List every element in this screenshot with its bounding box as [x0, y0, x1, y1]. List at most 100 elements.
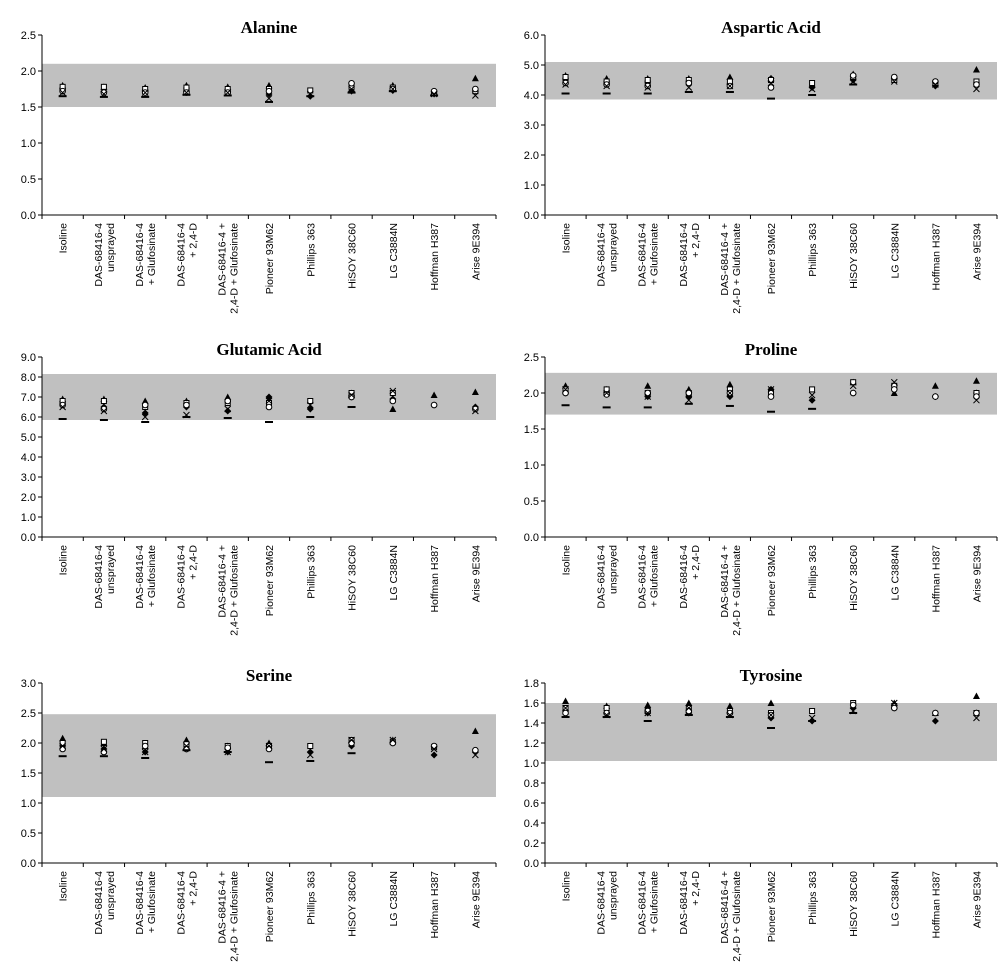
y-tick-label: 4.0: [524, 90, 539, 102]
point: [307, 87, 314, 94]
point: [932, 709, 939, 717]
x-tick-label: Isoline: [561, 545, 573, 576]
x-tick-label: Phillips 363: [305, 223, 317, 277]
point: [562, 389, 569, 397]
point: [183, 742, 190, 750]
x-tick-label: DAS-68416-4: [637, 871, 649, 935]
x-tick-label: Isoline: [58, 223, 70, 254]
x-tick-label: HiSOY 38C60: [347, 545, 359, 611]
point: [685, 699, 693, 706]
y-tick-label: 2.0: [524, 150, 539, 162]
x-tick-label: Hoffman H387: [429, 223, 441, 291]
y-tick-label: 8.0: [21, 372, 36, 384]
y-tick-label: 3.0: [21, 678, 36, 690]
point: [931, 717, 939, 725]
x-tick-label: DAS-68416-4: [678, 871, 690, 935]
x-tick-label: Phillips 363: [305, 545, 317, 599]
y-tick-label: 0.0: [21, 210, 36, 222]
x-tick-label: Hoffman H387: [930, 223, 942, 291]
x-tick-label: Phillips 363: [807, 871, 819, 925]
y-tick-label: 5.0: [21, 432, 36, 444]
x-tick-label: LG C3884N: [889, 545, 901, 600]
point: [973, 714, 980, 722]
chart-title: Serine: [246, 666, 293, 685]
point: [471, 727, 479, 734]
point: [348, 85, 355, 93]
point: [389, 739, 397, 747]
x-tick-label: + 2,4-D: [690, 223, 702, 258]
x-tick-label: + 2,4-D: [690, 545, 702, 580]
point: [644, 389, 652, 397]
y-tick-label: 0.0: [21, 532, 36, 544]
point: [767, 79, 775, 87]
x-tick-label: DAS-68416-4: [596, 223, 608, 287]
x-tick-label: DAS-68416-4: [678, 545, 690, 609]
x-tick-label: Isoline: [58, 871, 70, 902]
x-tick-label: 2,4-D + Glufosinate: [731, 871, 743, 962]
point: [307, 398, 314, 404]
y-tick-label: 3.0: [524, 120, 539, 132]
point: [644, 84, 652, 91]
point: [348, 739, 355, 747]
x-tick-label: DAS-68416-4: [637, 223, 649, 287]
point: [849, 72, 857, 79]
x-tick-label: 2,4-D + Glufosinate: [229, 223, 241, 314]
point: [890, 78, 898, 85]
point: [644, 393, 652, 400]
y-tick-label: 6.0: [524, 30, 539, 42]
x-tick-label: DAS-68416-4 +: [217, 223, 229, 296]
x-tick-label: unsprayed: [608, 223, 620, 272]
point: [973, 81, 980, 88]
y-tick-label: 0.6: [524, 798, 539, 810]
point: [59, 734, 67, 742]
x-tick-label: unsprayed: [105, 545, 117, 594]
point: [141, 413, 149, 421]
point: [726, 380, 734, 388]
x-tick-label: + 2,4-D: [690, 871, 702, 906]
point: [603, 81, 610, 88]
point: [685, 396, 693, 404]
x-tick-label: LG C3884N: [388, 871, 400, 926]
x-tick-label: unsprayed: [105, 223, 117, 272]
y-tick-label: 1.0: [524, 460, 539, 472]
y-tick-label: 1.6: [524, 698, 539, 710]
point: [685, 389, 693, 397]
point: [644, 382, 652, 389]
y-tick-label: 0.8: [524, 778, 539, 790]
point: [850, 379, 857, 386]
chart-title: Glutamic Acid: [216, 340, 322, 359]
point: [767, 84, 775, 91]
y-tick-label: 2.0: [21, 738, 36, 750]
panel: Serine 0.0 0.5 1.0 1.5 2.0 2.5 3.0 Isoline DAS-68…: [21, 666, 497, 962]
x-tick-label: DAS-68416-4: [134, 871, 146, 935]
y-tick-label: 1.8: [524, 678, 539, 690]
x-tick-label: LG C3884N: [388, 223, 400, 278]
point: [809, 708, 816, 714]
point: [430, 87, 438, 95]
point: [141, 742, 149, 750]
point: [430, 391, 438, 398]
point: [306, 401, 314, 409]
panel: Alanine 0.0 0.5 1.0 1.5 2.0 2.5 Isoline DAS-6841…: [21, 18, 497, 314]
x-tick-label: HiSOY 38C60: [848, 545, 860, 611]
point: [726, 702, 734, 709]
x-tick-label: Pioneer 93M62: [766, 871, 778, 942]
x-tick-label: LG C3884N: [889, 871, 901, 926]
point: [603, 709, 610, 717]
point: [348, 79, 355, 87]
y-tick-label: 0.2: [524, 838, 539, 850]
point: [59, 745, 66, 753]
point: [224, 397, 232, 405]
x-tick-label: HiSOY 38C60: [347, 223, 359, 289]
y-tick-label: 0.0: [21, 858, 36, 870]
point: [224, 407, 232, 415]
point: [972, 377, 980, 384]
y-tick-label: 0.5: [21, 828, 36, 840]
point: [306, 751, 314, 759]
y-tick-label: 1.0: [524, 758, 539, 770]
point: [767, 393, 775, 400]
point: [973, 393, 980, 400]
point: [141, 748, 149, 756]
x-tick-label: Hoffman H387: [429, 871, 441, 939]
